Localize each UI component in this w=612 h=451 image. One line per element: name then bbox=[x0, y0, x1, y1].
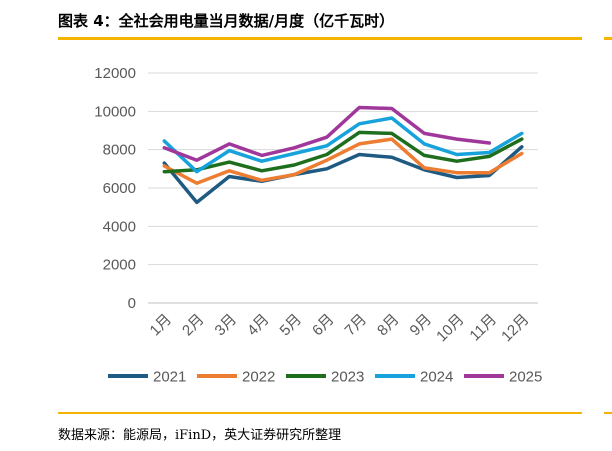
x-tick-label: 5月 bbox=[277, 311, 306, 340]
legend-label-2023: 2023 bbox=[331, 369, 364, 386]
x-tick-label: 10月 bbox=[433, 311, 467, 345]
x-tick-label: 9月 bbox=[407, 311, 436, 340]
legend-label-2022: 2022 bbox=[242, 369, 275, 386]
x-tick-label: 2月 bbox=[179, 311, 208, 340]
series-lines bbox=[162, 105, 524, 205]
next-column-edge bbox=[604, 8, 612, 38]
y-tick-label: 10000 bbox=[94, 103, 136, 120]
next-column-bottom-divider bbox=[604, 412, 612, 414]
y-tick-label: 6000 bbox=[103, 180, 136, 197]
x-tick-label: 4月 bbox=[244, 311, 273, 340]
series-line-2023 bbox=[162, 130, 524, 174]
electricity-consumption-line-chart: 0 2000 4000 6000 8000 10000 12000 1月 2月 3月 4月 5月 6月… bbox=[94, 65, 542, 386]
x-tick-label: 6月 bbox=[309, 311, 338, 340]
y-tick-label: 8000 bbox=[103, 142, 136, 159]
x-tick-label: 12月 bbox=[498, 311, 532, 345]
chart-legend: 2021 2022 2023 2024 2025 bbox=[108, 369, 542, 386]
x-tick-label: 1月 bbox=[147, 311, 176, 340]
x-tick-label: 11月 bbox=[466, 311, 500, 345]
x-tick-label: 7月 bbox=[342, 311, 371, 340]
figure-title: 图表 4：全社会用电量当月数据/月度（亿千瓦时） bbox=[58, 12, 395, 30]
data-source-note: 数据来源：能源局，iFinD，英大证券研究所整理 bbox=[58, 428, 342, 443]
y-tick-label: 0 bbox=[128, 295, 136, 312]
y-axis: 0 2000 4000 6000 8000 10000 12000 bbox=[94, 65, 136, 312]
series-line-2024 bbox=[162, 116, 524, 174]
legend-label-2025: 2025 bbox=[509, 369, 542, 386]
x-tick-label: 8月 bbox=[374, 311, 403, 340]
y-tick-label: 12000 bbox=[94, 65, 136, 82]
legend-label-2024: 2024 bbox=[420, 369, 453, 386]
source-divider bbox=[58, 412, 582, 414]
y-tick-label: 4000 bbox=[103, 218, 136, 235]
series-line-2025 bbox=[162, 105, 492, 162]
legend-label-2021: 2021 bbox=[153, 369, 186, 386]
series-line-2022 bbox=[162, 137, 524, 185]
title-divider bbox=[58, 37, 582, 40]
gridlines bbox=[148, 72, 538, 304]
y-tick-label: 2000 bbox=[103, 257, 136, 274]
figure-header: 图表 4：全社会用电量当月数据/月度（亿千瓦时） bbox=[58, 6, 582, 36]
x-tick-label: 3月 bbox=[212, 311, 241, 340]
next-column-divider bbox=[604, 37, 612, 40]
series-line-2021 bbox=[162, 145, 524, 205]
